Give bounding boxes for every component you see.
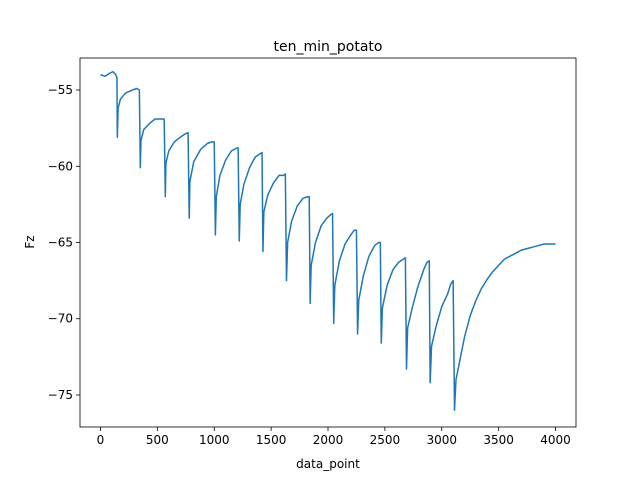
y-tick-label: −55 [48, 83, 73, 97]
y-tick-label: −60 [48, 159, 73, 173]
x-tick-label: 2000 [313, 433, 344, 447]
x-tick-label: 3500 [483, 433, 514, 447]
chart-title: ten_min_potato [274, 39, 383, 55]
series-line-0 [100, 70, 556, 411]
x-axis-label: data_point [296, 457, 360, 471]
x-tick-label: 2500 [370, 433, 401, 447]
y-axis-label: Fz [23, 235, 37, 248]
y-tick-label: −70 [48, 312, 73, 326]
y-tick-label: −65 [48, 236, 73, 250]
x-tick-label: 1500 [256, 433, 287, 447]
x-tick-label: 4000 [540, 433, 571, 447]
x-tick-label: 3000 [426, 433, 457, 447]
plot-area: 0 500 1000 1500 2000 2500 3000 3500 4000 −55 −60 −6… [48, 57, 577, 447]
axes-frame [79, 57, 577, 428]
x-tick-label: 1000 [199, 433, 230, 447]
y-tick-label: −75 [48, 388, 73, 402]
x-tick-label: 500 [146, 433, 169, 447]
x-tick-label: 0 [97, 433, 105, 447]
